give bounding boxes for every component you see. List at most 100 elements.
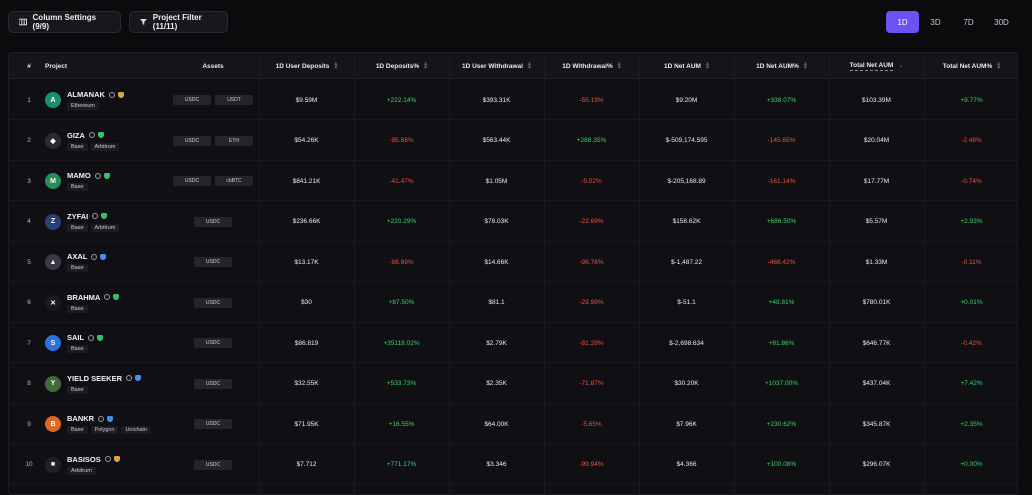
- shield-icon: [103, 172, 110, 179]
- cell-withdrawal-pct: -98.76%: [579, 258, 604, 266]
- project-filter-button[interactable]: Project Filter (11/11): [129, 11, 228, 33]
- cell-withdrawal-pct: -5.65%: [581, 420, 602, 428]
- header-deposits-pct[interactable]: 1D Deposits% ▴ ▾: [354, 53, 449, 79]
- project-badges: [91, 253, 107, 260]
- header-withdrawal[interactable]: 1D User Withdrawal ▴ ▾: [449, 53, 544, 79]
- globe-icon[interactable]: [92, 213, 99, 219]
- header-net-aum-label: 1D Net AUM: [664, 62, 701, 70]
- tab-3d[interactable]: 3D: [930, 17, 941, 27]
- cell-deposits: $9.59M: [295, 96, 318, 104]
- project-badges: [108, 91, 124, 98]
- header-deposits[interactable]: 1D User Deposits ▴ ▾: [259, 53, 354, 79]
- project-cell[interactable]: ▲ AXAL Base: [45, 242, 165, 282]
- chain-badge: Ethereum: [67, 102, 99, 110]
- row-index: 9: [27, 420, 31, 428]
- project-cell[interactable]: A ALMANAK Ethereum: [45, 80, 165, 120]
- project-cell[interactable]: B BANKR Base Polygon Unichain: [45, 404, 165, 444]
- globe-icon[interactable]: [108, 91, 115, 98]
- table-row[interactable]: 5 ▲ AXAL Base USDC $13.17K -98.89% $14.66K…: [9, 242, 1017, 282]
- column-divider: [544, 53, 545, 494]
- shield-icon: [97, 132, 104, 138]
- assets-cell: USDC: [167, 445, 259, 485]
- column-divider: [639, 53, 640, 494]
- project-name-line: BASISOS: [67, 455, 120, 464]
- project-name: AXAL: [67, 252, 88, 261]
- project-cell[interactable]: ■ BASISOS Arbitrum: [45, 445, 165, 485]
- cell-total: $1.33M: [865, 258, 888, 266]
- project-cell[interactable]: Z ZYFAI Base Arbitrum: [45, 202, 165, 242]
- chain-badge: Base: [67, 183, 88, 191]
- table-row[interactable]: 1 A ALMANAK Ethereum USDC USDT $9.59M +222…: [9, 80, 1017, 120]
- globe-icon[interactable]: [94, 172, 101, 179]
- globe-icon[interactable]: [91, 253, 98, 260]
- cell-withdrawal: $563.44K: [482, 137, 511, 144]
- cell-deposits-pct: -95.68%: [389, 137, 414, 144]
- project-info: BANKR Base Polygon Unichain: [67, 414, 151, 434]
- project-cell[interactable]: M MAMO Base: [45, 161, 165, 201]
- cell-deposits-pct: +35118.02%: [383, 339, 420, 347]
- table-row[interactable]: 10 ■ BASISOS Arbitrum USDC $7.712 +771.17…: [9, 445, 1017, 485]
- header-total-net-aum-pct[interactable]: Total Net AUM% ▴ ▾: [924, 53, 1017, 79]
- column-settings-button[interactable]: Column Settings (9/9): [8, 11, 121, 33]
- cell-net-aum: $4.366: [676, 461, 697, 468]
- cell-total: $296.07K: [862, 461, 891, 468]
- header-total-net-aum-pct-label: Total Net AUM%: [942, 62, 993, 70]
- table-row[interactable]: 4 Z ZYFAI Base Arbitrum USDC $236.66K +220…: [9, 202, 1017, 242]
- row-index: 8: [27, 380, 31, 387]
- cell-total-pct: +0.01%: [960, 299, 983, 306]
- header-net-aum[interactable]: 1D Net AUM ▴ ▾: [639, 53, 734, 79]
- table-row[interactable]: 8 Y YIELD SEEKER Base USDC $32.55K +533.7…: [9, 364, 1017, 404]
- asset-badge: USDC: [194, 459, 232, 470]
- project-info: SAIL Base: [67, 333, 104, 353]
- cell-total: $437.04K: [862, 380, 891, 387]
- tab-1d[interactable]: 1D: [886, 11, 919, 33]
- row-index: 2: [27, 137, 31, 144]
- chain-list: Base Arbitrum: [67, 142, 120, 151]
- table-row[interactable]: 3 M MAMO Base USDC cbBTC $841.21K -41.47% $…: [9, 161, 1017, 201]
- cell-withdrawal-pct: +288.35%: [576, 137, 607, 144]
- project-name: BRAHMA: [67, 292, 101, 302]
- chain-badge: Base: [67, 385, 88, 394]
- globe-icon[interactable]: [126, 375, 133, 381]
- header-withdrawal-pct-label: 1D Withdrawal%: [562, 62, 613, 70]
- project-cell[interactable]: ✕ BRAHMA Base: [45, 283, 165, 323]
- table-row[interactable]: 7 S SAIL Base USDC $86.819 +35118.02% $2.7…: [9, 323, 1017, 363]
- header-net-aum-pct[interactable]: 1D Net AUM% ▴ ▾: [734, 53, 829, 79]
- globe-icon[interactable]: [88, 334, 95, 341]
- row-index: 7: [27, 339, 31, 347]
- project-name-line: ALMANAK: [67, 90, 124, 99]
- globe-icon[interactable]: [104, 294, 111, 300]
- header-deposits-label: 1D User Deposits: [275, 62, 330, 70]
- asset-badge: USDT: [215, 95, 253, 105]
- header-total-net-aum[interactable]: Total Net AUM ⌄: [829, 53, 924, 79]
- project-cell[interactable]: ◆ GIZA Base Arbitrum: [45, 121, 165, 161]
- sort-icon: ▴ ▾: [705, 61, 709, 71]
- project-name: BASISOS: [67, 454, 101, 464]
- table-row[interactable]: 6 ✕ BRAHMA Base USDC $30 +87.50% $81.1 -29.…: [9, 283, 1017, 323]
- tab-30d[interactable]: 30D: [994, 17, 1009, 27]
- header-withdrawal-pct[interactable]: 1D Withdrawal% ▴ ▾: [544, 53, 639, 79]
- project-info: AXAL Base: [67, 252, 107, 272]
- globe-icon[interactable]: [98, 415, 105, 422]
- project-info: GIZA Base Arbitrum: [67, 131, 120, 151]
- table-row[interactable]: 9 B BANKR Base Polygon Unichain USDC $71.9…: [9, 404, 1017, 444]
- cell-total-pct: +7.42%: [960, 380, 983, 387]
- asset-badge: USDC: [173, 176, 211, 186]
- project-cell[interactable]: S SAIL Base: [45, 323, 165, 363]
- table-row[interactable]: 2 ◆ GIZA Base Arbitrum USDC ETH $54.26K -95…: [9, 121, 1017, 161]
- asset-badge: USDC: [194, 297, 232, 308]
- tab-7d[interactable]: 7D: [963, 17, 974, 27]
- globe-icon[interactable]: [104, 456, 111, 462]
- project-name-line: YIELD SEEKER: [67, 374, 142, 383]
- cell-total-pct: -0.11%: [961, 258, 982, 266]
- cell-withdrawal-pct: -29.98%: [579, 299, 604, 306]
- project-cell[interactable]: Y YIELD SEEKER Base: [45, 364, 165, 404]
- cell-deposits-pct: +87.50%: [388, 299, 415, 306]
- cell-deposits-pct: +16.55%: [388, 420, 415, 428]
- globe-icon[interactable]: [88, 132, 95, 138]
- project-logo: ■: [45, 456, 61, 473]
- sort-icon: ▴ ▾: [334, 61, 338, 71]
- cell-total-pct: -2.48%: [961, 137, 982, 144]
- cell-total: $5.57M: [865, 218, 888, 225]
- cell-net-aum-pct: +686.50%: [766, 218, 797, 225]
